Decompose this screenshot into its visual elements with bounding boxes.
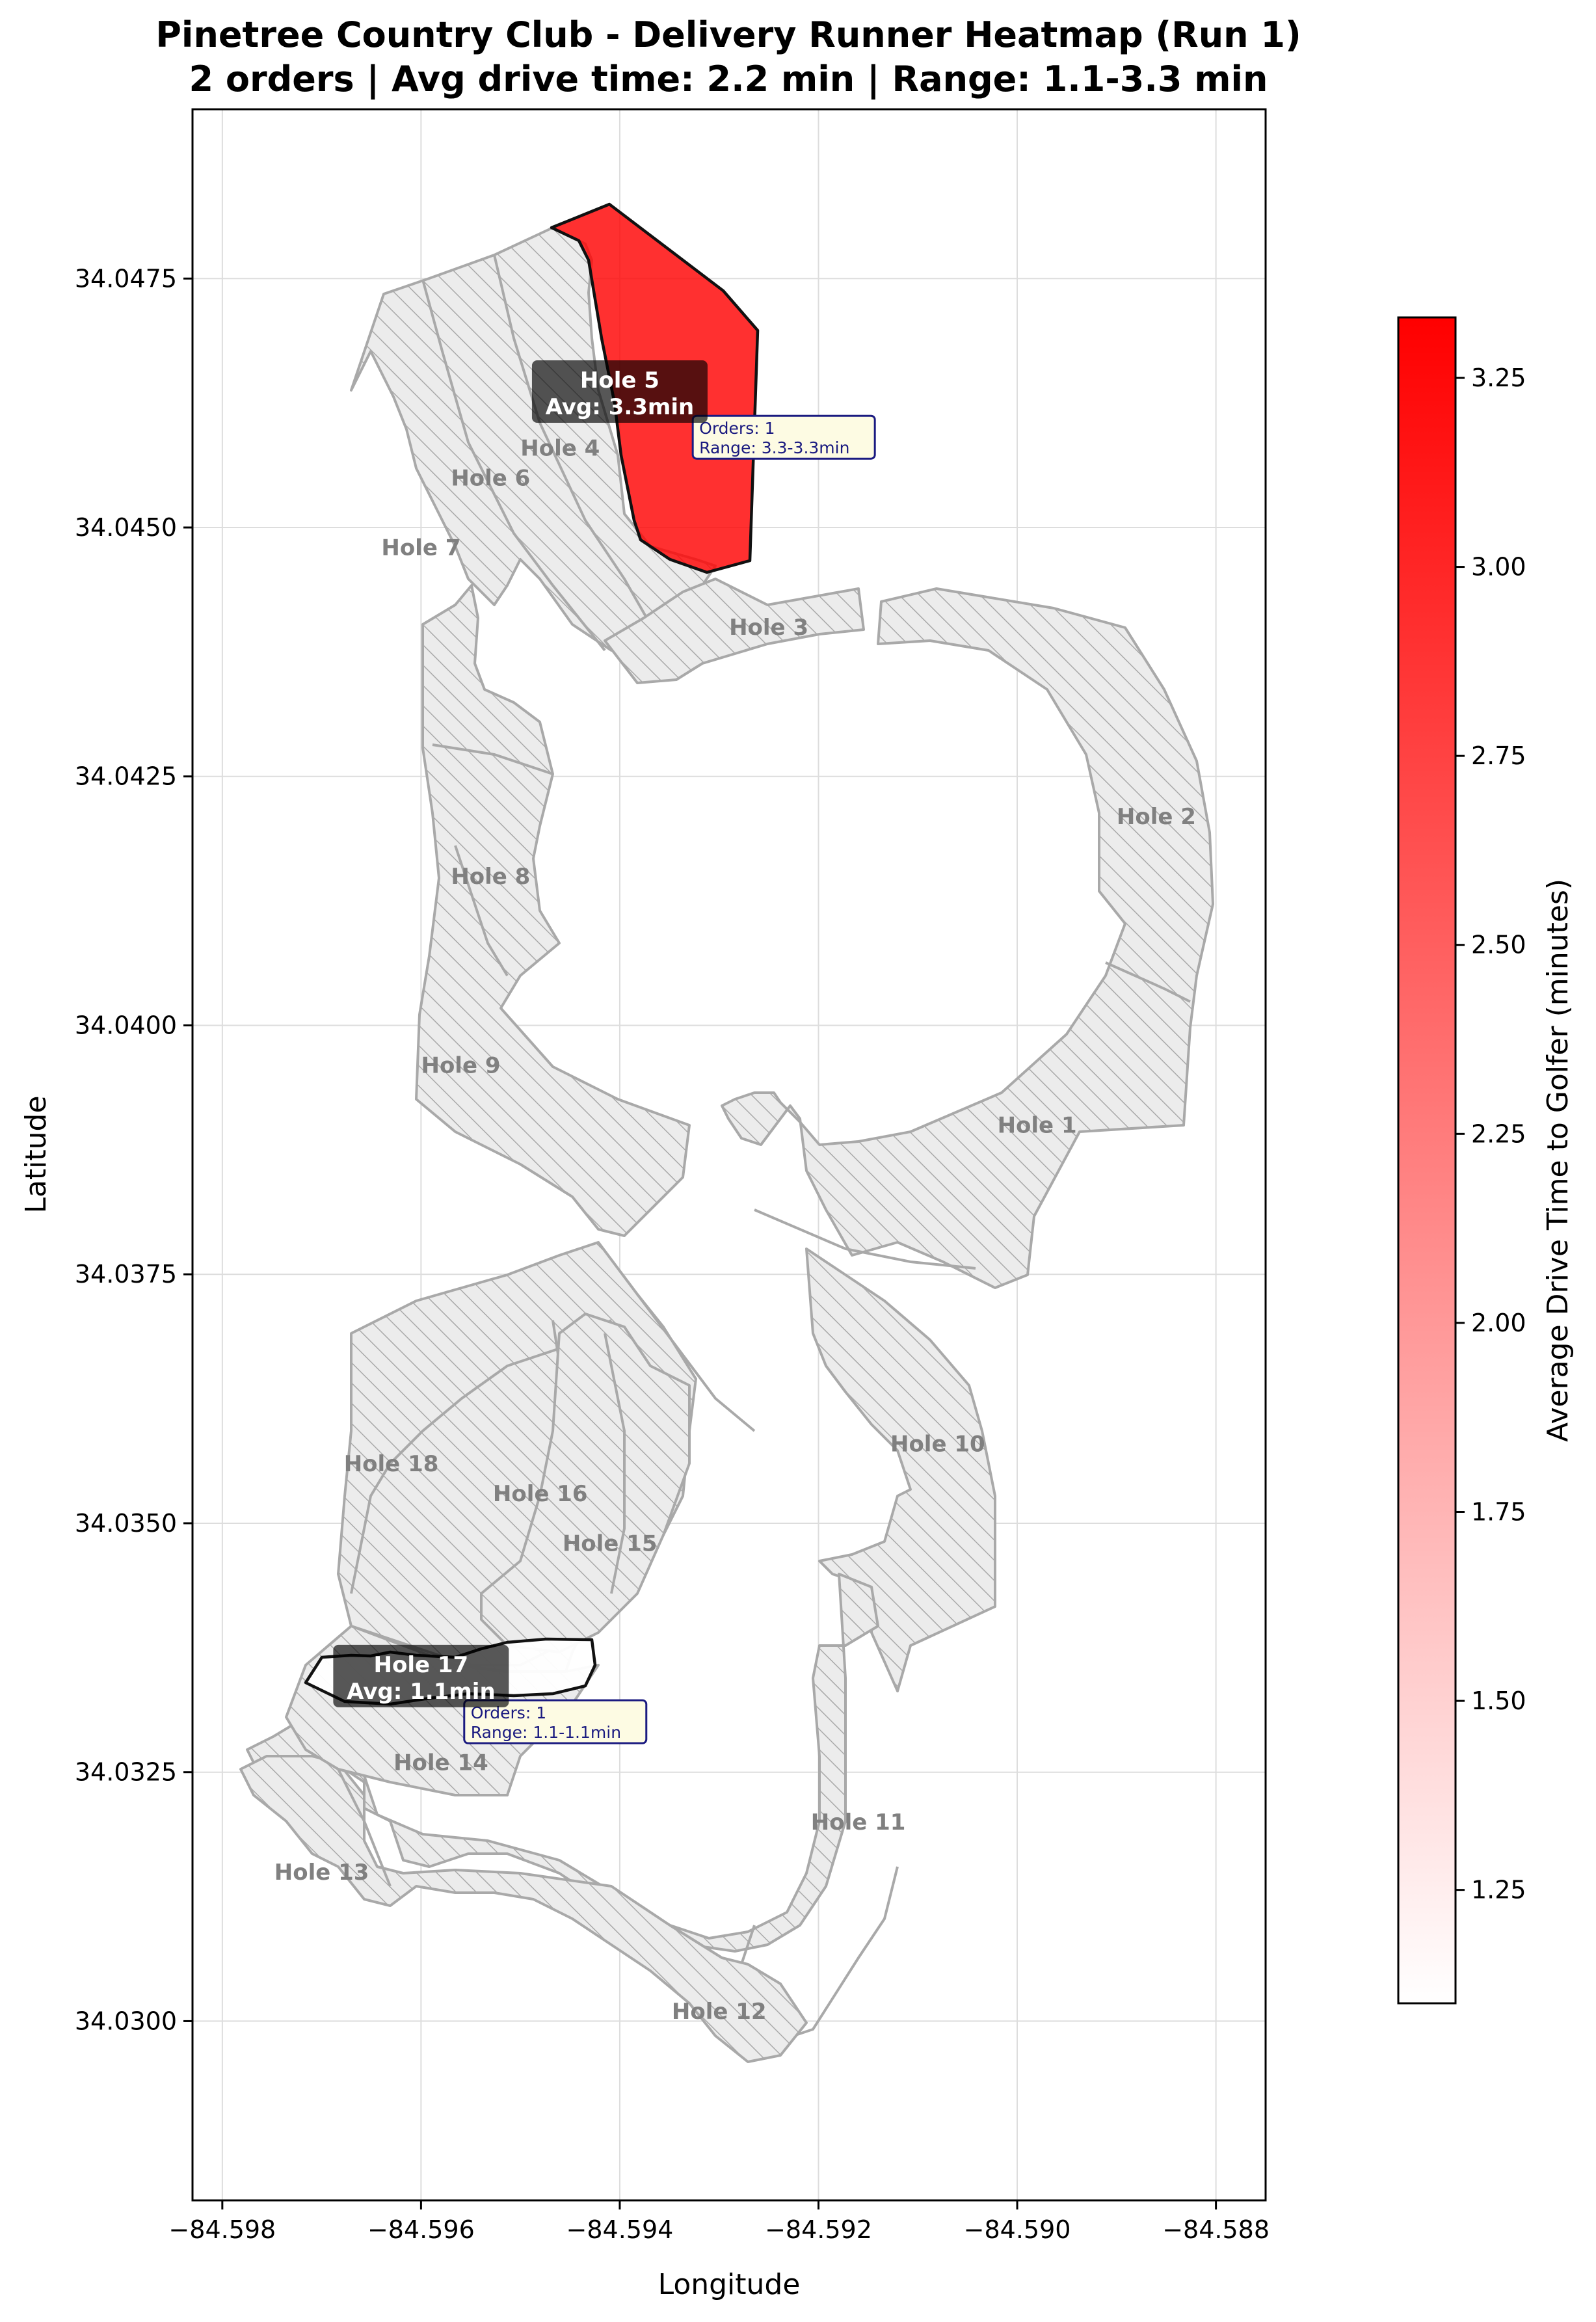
hole-4-boundary (493, 254, 652, 625)
hole-8-polygon (415, 584, 691, 1237)
colorbar-tick-label: 2.75 (1471, 741, 1526, 770)
colorbar-tick-label: 1.75 (1471, 1497, 1526, 1526)
y-tick-label: 34.0450 (75, 513, 177, 542)
y-tick-label: 34.0425 (75, 762, 177, 791)
highlight-box (531, 360, 708, 423)
hole-1-boundary (1105, 961, 1191, 1003)
y-tick-label: 34.0350 (75, 1509, 177, 1538)
y-tick-label: 34.0375 (75, 1260, 177, 1288)
x-tick-label: −84.592 (765, 2215, 872, 2244)
highlight-hole-name: Hole 5 (580, 367, 659, 394)
hole-13-boundary (337, 1768, 392, 1887)
hole-2-polygon (721, 587, 1214, 1289)
hole-label: Hole 15 (563, 1531, 658, 1557)
colorbar-tick-label: 1.50 (1471, 1687, 1526, 1715)
hole-label: Hole 2 (1117, 804, 1196, 830)
x-tick-label: −84.594 (566, 2215, 674, 2244)
colorbar-ticks: 1.25 1.50 1.75 2.00 2.25 2.50 2.75 3.00 3.25 (1456, 364, 1526, 1904)
hole-15-inner-boundary (604, 1333, 626, 1594)
highlight-hole-name: Hole 17 (374, 1652, 469, 1678)
colorbar (1397, 316, 1457, 2005)
y-tick-label: 34.0325 (75, 1758, 177, 1787)
hole-6-boundary (421, 279, 606, 652)
chart-title: Pinetree Country Club - Delivery Runner … (155, 14, 1301, 55)
hole-label: Hole 3 (729, 615, 808, 641)
y-tick-label: 34.0300 (75, 2007, 177, 2035)
hole-label: Hole 6 (451, 465, 530, 491)
y-tick-label: 34.0475 (75, 264, 177, 293)
info-box (463, 1699, 648, 1744)
colorbar-tick-label: 2.00 (1471, 1309, 1526, 1337)
hole-label: Hole 11 (811, 1809, 906, 1835)
hole-label: Hole 9 (421, 1053, 500, 1079)
x-axis-label: Longitude (658, 2268, 801, 2301)
info-range: Range: 1.1-1.1min (471, 1723, 621, 1742)
x-tick-label: −84.596 (367, 2215, 475, 2244)
hole-9-boundary (454, 845, 509, 977)
hole-label: Hole 14 (393, 1750, 488, 1776)
colorbar-tick-label: 3.25 (1471, 364, 1526, 392)
info-orders: Orders: 1 (699, 419, 775, 438)
chart-subtitle: 2 orders | Avg drive time: 2.2 min | Ran… (189, 59, 1268, 100)
hole-label: Hole 8 (451, 864, 530, 890)
hole-3-polygon (604, 578, 865, 684)
hole-label: Hole 13 (274, 1860, 369, 1886)
hole-label: Hole 18 (344, 1451, 439, 1477)
colorbar-tick-label: 2.50 (1471, 931, 1526, 959)
plot-frame (191, 108, 1267, 2202)
hole-8-boundary (432, 743, 553, 775)
hole-label: Hole 12 (672, 1999, 767, 2025)
info-range: Range: 3.3-3.3min (699, 438, 849, 457)
colorbar-tick-label: 3.00 (1471, 553, 1526, 581)
hole-label: Hole 1 (998, 1113, 1077, 1139)
highlight-box (333, 1644, 509, 1707)
hole-label: Hole 16 (493, 1481, 588, 1507)
x-tick-label: −84.590 (964, 2215, 1071, 2244)
y-axis-label: Latitude (20, 1095, 53, 1213)
colorbar-tick-label: 1.25 (1471, 1876, 1526, 1904)
hole-label: Hole 4 (520, 436, 600, 462)
x-tick-label: −84.588 (1162, 2215, 1270, 2244)
highlight-avg: Avg: 3.3min (546, 394, 695, 420)
info-box (691, 414, 876, 460)
highlight-avg: Avg: 1.1min (347, 1679, 496, 1705)
x-tick-label: −84.598 (168, 2215, 276, 2244)
hole-label: Hole 7 (381, 535, 460, 561)
cart-path (636, 1293, 756, 1432)
hole-13-polygon (239, 1755, 808, 2063)
hole-labels: Hole 1 Hole 2 Hole 3 Hole 4 Hole 6 Hole 7 Hole… (274, 436, 1196, 2025)
y-tick-label: 34.0400 (75, 1011, 177, 1039)
colorbar-tick-label: 2.25 (1471, 1119, 1526, 1148)
colorbar-label: Average Drive Time to Golfer (minutes) (1541, 879, 1575, 1442)
hole-label: Hole 10 (890, 1431, 985, 1457)
hole-1-lower-boundary (754, 1208, 976, 1270)
x-axis-ticks: −84.598 −84.596 −84.594 −84.592 −84.590 −84.5… (168, 2200, 1270, 2244)
y-axis-ticks: 34.0300 34.0325 34.0350 34.0375 34.0400 34.04… (75, 264, 193, 2035)
